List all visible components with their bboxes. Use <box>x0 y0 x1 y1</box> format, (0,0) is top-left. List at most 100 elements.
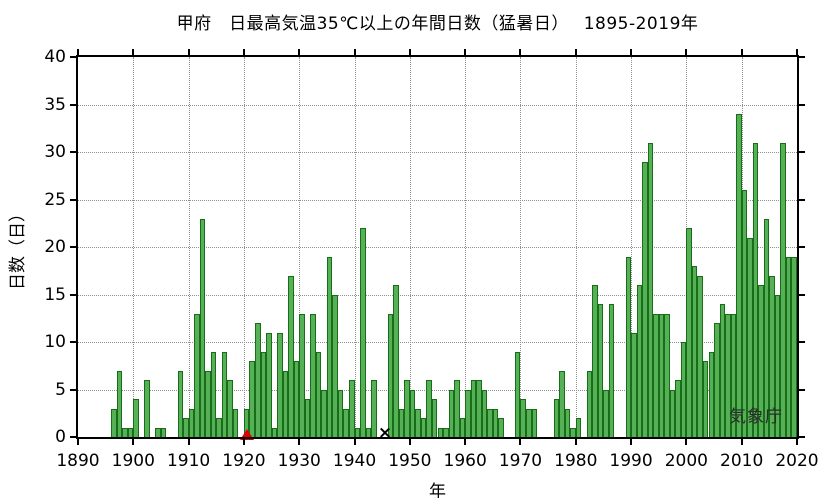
bar-1932 <box>310 313 316 437</box>
gridline-y-20 <box>78 247 797 248</box>
bar-2015 <box>769 275 775 437</box>
bar-1940 <box>354 427 361 437</box>
x-tick-top-1910 <box>187 49 190 55</box>
missing-data-x-marker: × <box>377 423 393 443</box>
bar-1982 <box>586 370 593 437</box>
x-tick-bottom-2020 <box>796 439 798 445</box>
bar-1969 <box>514 351 521 437</box>
gridline-x-1940 <box>354 57 356 437</box>
bar-1971 <box>525 408 532 437</box>
y-tick-right-5 <box>799 388 805 391</box>
y-tick-right-30 <box>799 151 805 153</box>
bar-1966 <box>498 418 504 437</box>
x-tick-bottom-1910 <box>187 439 190 445</box>
x-tick-bottom-1990 <box>630 439 633 445</box>
x-tick-bottom-1970 <box>519 439 522 445</box>
bar-2011 <box>747 237 753 437</box>
x-tick-top-1990 <box>630 49 633 55</box>
bar-1963 <box>481 389 488 437</box>
x-tick-top-1890 <box>77 49 79 55</box>
bar-1952 <box>420 418 427 437</box>
bar-1938 <box>343 408 349 437</box>
bar-2002 <box>697 275 703 437</box>
bar-1956 <box>443 427 449 437</box>
x-tick-bottom-1940 <box>353 439 356 445</box>
x-tick-top-2000 <box>685 49 688 55</box>
y-tick-left-5 <box>70 388 76 391</box>
bar-1980 <box>575 418 582 437</box>
bar-1918 <box>232 408 239 437</box>
y-tick-left-40 <box>70 56 76 58</box>
x-tick-top-2020 <box>796 49 798 55</box>
bar-1943 <box>371 380 377 437</box>
bar-2005 <box>714 323 720 437</box>
y-tick-label-5: 5 <box>55 379 66 400</box>
bar-1928 <box>288 275 294 437</box>
x-tick-bottom-1960 <box>464 439 467 445</box>
bar-2003 <box>702 361 709 437</box>
bar-1897 <box>116 370 123 437</box>
bar-1957 <box>448 389 455 437</box>
bar-1904 <box>155 427 161 437</box>
bar-1970 <box>520 399 526 437</box>
bar-1933 <box>315 351 322 437</box>
bar-1992 <box>642 161 648 437</box>
gridline-y-25 <box>78 199 797 201</box>
bar-1950 <box>409 389 416 437</box>
gridline-y-30 <box>78 152 797 153</box>
gridline-x-1950 <box>409 57 411 437</box>
bar-1920 <box>243 408 250 437</box>
gridline-x-1970 <box>520 57 522 437</box>
y-tick-left-35 <box>70 103 76 106</box>
y-tick-label-0: 0 <box>55 427 66 447</box>
bar-2019 <box>791 256 797 437</box>
x-tick-label-1930: 1930 <box>277 451 321 471</box>
gridline-y-10 <box>78 342 797 343</box>
gridline-x-1920 <box>243 57 245 437</box>
x-tick-bottom-1920 <box>242 439 245 445</box>
x-tick-top-2010 <box>740 49 743 55</box>
plot-area: × 気象庁 <box>78 57 797 442</box>
x-tick-label-1950: 1950 <box>388 451 432 471</box>
y-tick-label-30: 30 <box>44 142 66 162</box>
bar-1979 <box>570 427 576 437</box>
gridline-y-35 <box>78 104 797 106</box>
bar-1914 <box>210 351 217 437</box>
y-tick-label-20: 20 <box>44 237 66 257</box>
y-tick-right-20 <box>799 246 805 248</box>
bar-1917 <box>227 380 233 437</box>
bar-1902 <box>144 380 150 437</box>
bar-1951 <box>415 408 421 437</box>
bar-1910 <box>188 408 195 437</box>
bar-2014 <box>763 218 770 437</box>
bar-1898 <box>122 427 128 437</box>
bar-1972 <box>531 408 538 437</box>
bar-1983 <box>592 285 598 437</box>
x-tick-label-1920: 1920 <box>222 451 266 471</box>
y-tick-label-15: 15 <box>44 284 66 305</box>
source-label: 気象庁 <box>729 407 783 427</box>
bar-1915 <box>216 418 222 437</box>
x-tick-label-1970: 1970 <box>498 451 543 471</box>
gridline-x-1980 <box>575 57 577 437</box>
y-tick-right-25 <box>799 198 805 201</box>
bar-1986 <box>608 304 615 437</box>
y-tick-left-15 <box>70 293 76 296</box>
bar-1993 <box>647 142 654 437</box>
bar-1929 <box>293 361 300 437</box>
bar-1962 <box>476 380 482 437</box>
bar-1934 <box>321 389 327 437</box>
y-tick-right-15 <box>799 293 805 296</box>
bar-1896 <box>111 408 117 437</box>
bar-1960 <box>465 389 471 437</box>
x-tick-bottom-2010 <box>740 439 743 445</box>
x-tick-label-2010: 2010 <box>720 451 764 471</box>
bar-2012 <box>752 142 759 437</box>
y-tick-right-10 <box>799 341 805 343</box>
bar-1912 <box>199 218 206 437</box>
bar-1965 <box>492 408 499 437</box>
bar-1998 <box>675 380 681 437</box>
x-tick-top-1930 <box>298 49 301 55</box>
x-tick-bottom-1890 <box>77 439 79 445</box>
x-tick-label-1960: 1960 <box>443 451 487 471</box>
